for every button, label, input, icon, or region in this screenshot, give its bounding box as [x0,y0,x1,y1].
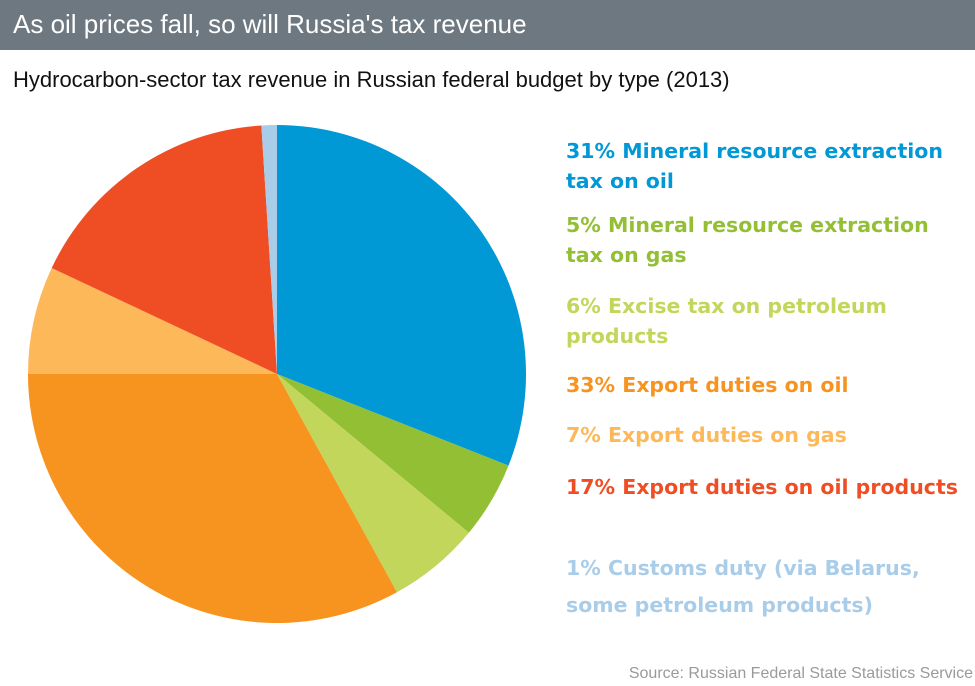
legend-item: 5% Mineral resource extraction tax on ga… [566,213,929,267]
legend-item: 6% Excise tax on petroleum products [566,294,887,348]
pie-slice [28,374,397,624]
chart-subtitle: Hydrocarbon-sector tax revenue in Russia… [13,67,730,92]
legend-item: 17% Export duties on oil products [566,475,958,499]
legend-item: 1% Customs duty (via Belarus, some petro… [566,556,920,617]
pie-slice [277,374,469,593]
legend-item: 31% Mineral resource extraction tax on o… [566,139,943,193]
pie-slice [277,374,509,533]
header-bar: As oil prices fall, so will Russia's tax… [0,0,975,50]
pie-slice [277,125,526,466]
pie-slice [28,267,277,374]
legend-item: 7% Export duties on gas [566,423,847,447]
pie-slice [261,125,277,374]
source-note: Source: Russian Federal State Statistics… [628,665,973,682]
chart-title: As oil prices fall, so will Russia's tax… [13,9,527,39]
legend-item: 33% Export duties on oil [566,373,849,397]
pie-slice [51,125,278,374]
